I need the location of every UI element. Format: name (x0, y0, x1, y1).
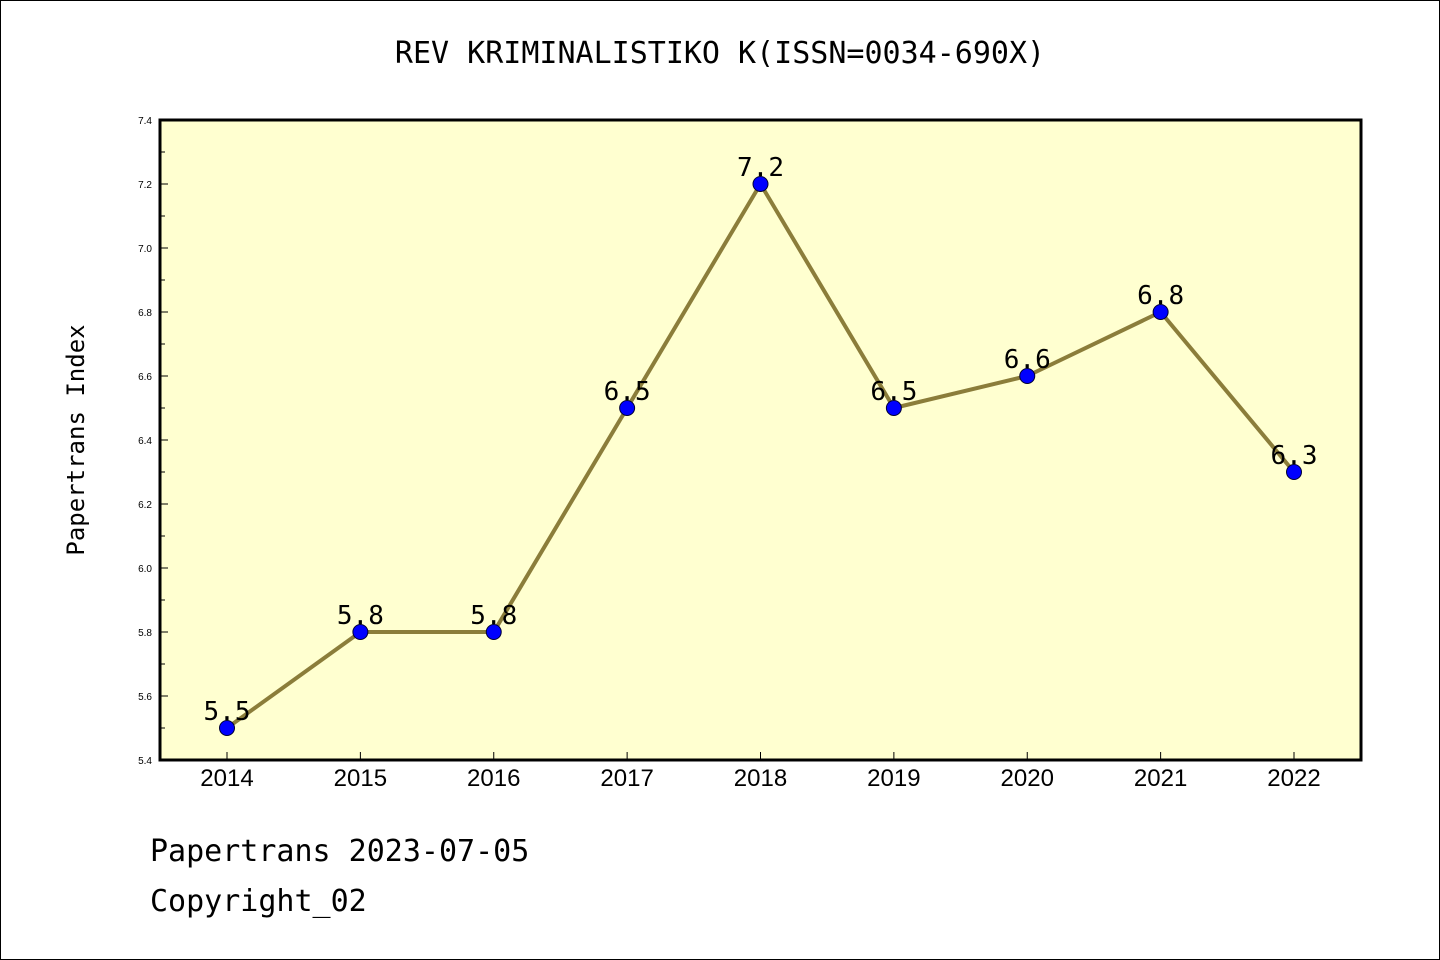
footer-date: Papertrans 2023-07-05 (150, 834, 530, 869)
data-point-marker (1286, 464, 1302, 480)
y-tick-label: 7.4 (138, 116, 152, 127)
x-tick-label: 2020 (1001, 765, 1054, 792)
y-axis-label: Papertrans Index (62, 324, 90, 555)
x-axis: 2014 2015 2016 2017 2018 2019 2020 2021 2022 (200, 752, 1321, 792)
data-label: 6.3 (1271, 441, 1318, 471)
x-tick-label: 2016 (467, 765, 520, 792)
data-label: 6.5 (870, 377, 917, 407)
data-label: 6.5 (604, 377, 651, 407)
data-point-marker (885, 400, 902, 416)
x-tick-label: 2017 (600, 765, 653, 792)
data-label: 6.8 (1137, 281, 1184, 311)
data-point-marker (352, 624, 369, 640)
x-tick-label: 2014 (200, 765, 253, 792)
data-point-marker (485, 624, 502, 640)
plot-area (158, 118, 1363, 762)
y-tick-label: 5.6 (138, 692, 152, 703)
marker-group (219, 176, 1302, 736)
x-tick-label: 2015 (334, 765, 387, 792)
data-label: 5.8 (470, 601, 517, 631)
y-axis: 5.4 5.6 5.8 6.0 6.2 6.4 6.6 6.8 7.0 7.2 7.4 (138, 116, 168, 767)
y-tick-label: 6.2 (138, 500, 152, 511)
data-label-group: 5.5 5.8 5.8 6.5 7.2 6.5 6.6 6.8 6.3 (204, 153, 1318, 727)
data-point-marker (219, 720, 235, 736)
data-label: 6.6 (1004, 345, 1051, 375)
x-tick-label: 2018 (734, 765, 787, 792)
y-tick-label: 5.4 (138, 756, 152, 767)
y-tick-label: 7.0 (138, 244, 152, 255)
y-tick-label: 5.8 (138, 628, 152, 639)
x-tick-label: 2021 (1134, 765, 1187, 792)
x-tick-label: 2022 (1267, 765, 1320, 792)
y-tick-label: 6.6 (138, 372, 152, 383)
chart-title: REV KRIMINALISTIKO K(ISSN=0034-690X) (394, 36, 1046, 71)
footer-copyright: Copyright_02 (150, 884, 367, 919)
data-point-marker (1152, 304, 1169, 320)
data-point-marker (619, 400, 636, 416)
y-tick-label: 6.8 (138, 308, 152, 319)
data-point-marker (752, 176, 769, 192)
data-label: 7.2 (737, 153, 784, 183)
y-tick-label: 6.0 (138, 564, 152, 575)
data-label: 5.5 (204, 697, 251, 727)
y-tick-label: 6.4 (138, 436, 152, 447)
y-tick-label: 7.2 (138, 180, 152, 191)
data-label: 5.8 (337, 601, 384, 631)
x-tick-label: 2019 (867, 765, 920, 792)
data-point-marker (1019, 368, 1036, 384)
